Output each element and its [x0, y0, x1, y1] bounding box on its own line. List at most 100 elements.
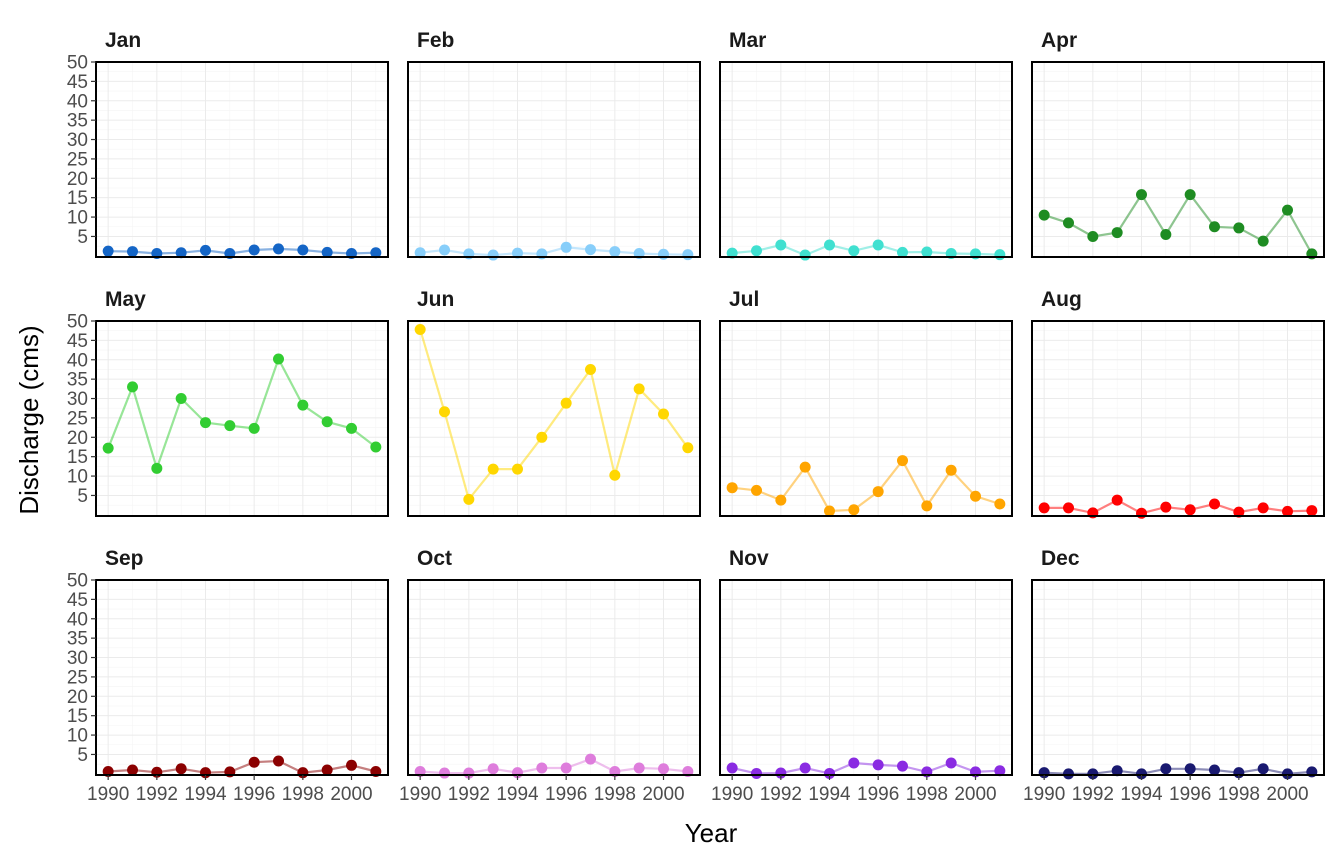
data-point — [609, 469, 621, 481]
panel-frame — [719, 61, 1013, 258]
y-tick-label: 50 — [67, 312, 88, 333]
data-point — [512, 247, 523, 259]
data-point — [775, 239, 787, 251]
x-tick-label: 1996 — [233, 784, 275, 805]
x-tick-label: 1998 — [1218, 784, 1260, 805]
x-tick-label: 1990 — [1023, 784, 1065, 805]
data-point — [1087, 230, 1099, 242]
y-tick-label: 45 — [67, 590, 88, 611]
data-point — [799, 461, 811, 473]
y-tick-label: 40 — [67, 91, 88, 112]
data-point — [1038, 502, 1050, 514]
data-point — [248, 756, 260, 768]
data-point — [536, 431, 548, 443]
data-point — [1282, 768, 1293, 780]
data-point — [273, 755, 284, 767]
y-tick-label: 15 — [67, 188, 88, 209]
x-tick-label: 2000 — [330, 784, 372, 805]
panel-title: Oct — [417, 547, 452, 570]
data-point — [1160, 501, 1172, 513]
panel-frame — [1031, 61, 1325, 258]
y-tick-label: 15 — [67, 706, 88, 727]
data-point — [1136, 768, 1147, 780]
data-point — [463, 493, 475, 505]
data-point — [1209, 764, 1220, 776]
x-tick-label: 1998 — [282, 784, 324, 805]
data-point — [994, 249, 1006, 261]
data-point — [1233, 222, 1245, 234]
data-point — [273, 353, 284, 365]
data-point — [1087, 768, 1099, 780]
data-point — [682, 442, 694, 454]
y-tick-label: 20 — [67, 428, 88, 449]
data-point — [536, 762, 548, 774]
data-point — [200, 244, 211, 256]
panel-title: Jul — [729, 288, 759, 311]
series-line — [1044, 767, 1312, 775]
data-point — [970, 490, 981, 502]
x-tick-label: 1992 — [1072, 784, 1114, 805]
y-tick-label: 50 — [67, 571, 88, 592]
panel-oct: Oct 1990 1992 1994 1996 1998 2000 — [399, 547, 701, 805]
panel-nov: Nov 1990 1992 1994 1996 1998 2000 — [711, 547, 1013, 805]
data-point — [633, 383, 645, 395]
data-point — [321, 416, 333, 428]
data-point — [994, 498, 1006, 510]
y-tick-label: 25 — [67, 149, 88, 170]
y-tick-label: 35 — [67, 629, 88, 650]
data-point — [321, 764, 333, 776]
data-point — [994, 765, 1006, 777]
data-point — [487, 249, 499, 261]
x-tick-label: 1992 — [760, 784, 802, 805]
data-point — [1111, 494, 1123, 506]
data-point — [633, 762, 645, 774]
data-point — [370, 441, 382, 453]
data-point — [945, 757, 957, 769]
x-tick-label: 1990 — [87, 784, 129, 805]
data-point — [560, 762, 572, 774]
data-point — [658, 408, 669, 420]
series-line — [107, 356, 377, 472]
y-tick-label: 10 — [67, 467, 88, 488]
y-tick-label: 45 — [67, 331, 88, 352]
x-tick-label: 1996 — [1169, 784, 1211, 805]
data-point — [127, 246, 138, 258]
data-point — [1136, 189, 1147, 201]
data-point — [151, 462, 163, 474]
data-point — [585, 753, 596, 765]
data-point — [248, 244, 260, 256]
data-point — [897, 455, 908, 467]
panel-title: May — [105, 288, 146, 311]
x-tick-label: 2000 — [642, 784, 684, 805]
data-point — [726, 247, 738, 259]
series-line — [732, 243, 1000, 257]
x-tick-label: 1992 — [136, 784, 178, 805]
x-tick-label: 1994 — [808, 784, 851, 805]
data-point — [487, 763, 499, 775]
data-point — [1257, 502, 1269, 514]
data-point — [297, 399, 309, 411]
data-point — [848, 245, 860, 257]
data-point — [560, 397, 572, 409]
data-point — [1282, 204, 1293, 216]
data-point — [346, 422, 357, 434]
data-point — [945, 464, 957, 476]
data-point — [175, 393, 187, 405]
data-point — [127, 381, 138, 393]
data-point — [1160, 763, 1172, 775]
data-point — [439, 406, 450, 418]
data-point — [439, 767, 450, 779]
data-point — [726, 762, 738, 774]
data-point — [1111, 765, 1123, 777]
y-tick-label: 30 — [67, 648, 88, 669]
data-point — [897, 760, 908, 772]
data-point — [751, 245, 762, 257]
x-tick-label: 1992 — [448, 784, 490, 805]
data-point — [346, 759, 357, 771]
data-point — [1111, 227, 1123, 239]
data-point — [224, 420, 236, 432]
x-tick-label: 1994 — [496, 784, 539, 805]
